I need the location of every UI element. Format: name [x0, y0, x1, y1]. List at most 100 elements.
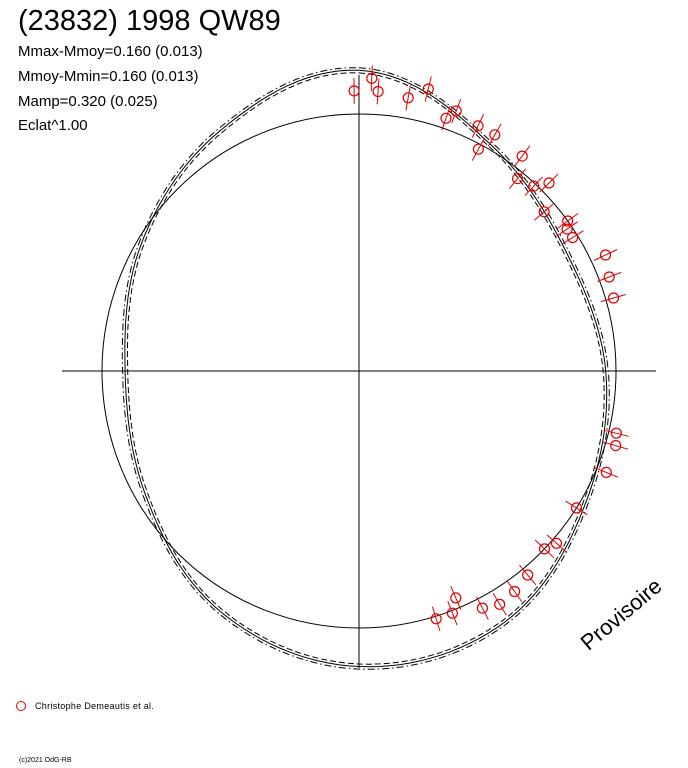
- observation-marker: [476, 602, 488, 614]
- observation-marker: [561, 223, 573, 235]
- observation-point: [597, 271, 622, 283]
- observation-error-bar: [492, 593, 507, 616]
- observation-point: [534, 539, 555, 559]
- observation-error-bar: [451, 98, 462, 124]
- observation-error-bar: [600, 294, 626, 303]
- observation-marker: [422, 83, 434, 95]
- observation-point: [565, 500, 588, 516]
- observation-error-bar: [405, 85, 411, 111]
- observation-point: [603, 427, 629, 439]
- observation-point: [524, 176, 543, 196]
- observation-marker: [538, 543, 551, 555]
- observation-marker: [607, 292, 620, 304]
- observation-error-bar: [561, 230, 584, 245]
- model-curve-dash-dot: [121, 67, 610, 670]
- observation-error-bar: [441, 105, 451, 131]
- observation-marker: [402, 92, 414, 104]
- observation-error-bar: [519, 564, 537, 586]
- observation-marker: [610, 427, 622, 439]
- observation-marker: [511, 173, 524, 185]
- observation-marker: [543, 177, 555, 189]
- legend-circle-icon: [16, 701, 26, 711]
- legend: Christophe Demeautis et al.: [16, 698, 154, 714]
- observation-point: [372, 78, 384, 105]
- observation-error-bar: [593, 249, 618, 261]
- observation-error-bar: [557, 213, 579, 229]
- observation-point: [603, 440, 629, 452]
- observation-error-bar: [556, 221, 578, 237]
- observation-error-bar: [594, 467, 619, 478]
- legend-label: Christophe Demeautis et al.: [35, 701, 155, 711]
- observation-error-bar: [424, 76, 432, 102]
- observation-error-bar: [487, 123, 502, 147]
- observation-marker: [446, 607, 458, 619]
- observation-error-bar: [431, 606, 441, 632]
- observation-point: [446, 601, 458, 626]
- observation-error-bar: [524, 176, 543, 196]
- observation-marker: [600, 466, 612, 478]
- observation-point: [450, 98, 462, 124]
- observation-point: [514, 145, 531, 167]
- observation-point: [557, 213, 579, 229]
- observation-marker: [450, 592, 462, 604]
- observation-marker: [508, 585, 521, 598]
- observation-point: [366, 65, 378, 92]
- observation-error-bar: [376, 78, 380, 105]
- observation-error-bar: [370, 65, 373, 92]
- observation-marker: [366, 72, 378, 84]
- observation-marker: [562, 215, 574, 227]
- observation-error-bar: [546, 534, 567, 553]
- observation-error-bar: [539, 173, 559, 193]
- observation-point: [450, 585, 462, 610]
- observation-error-bar: [509, 168, 527, 189]
- copyright: (c)2021 OdG-RB: [19, 757, 72, 764]
- observation-marker: [372, 85, 384, 98]
- observation-error-bar: [447, 601, 458, 626]
- observation-point: [546, 534, 567, 553]
- observation-point: [471, 114, 485, 138]
- observation-marker: [550, 537, 563, 549]
- observation-point: [492, 593, 507, 616]
- reference-circle: [101, 113, 617, 629]
- observation-marker: [603, 271, 615, 283]
- observation-marker: [440, 112, 452, 124]
- observation-marker: [522, 569, 534, 581]
- observation-point: [539, 173, 559, 193]
- observation-marker: [538, 206, 550, 218]
- observation-marker: [430, 613, 442, 625]
- observation-point: [348, 78, 360, 104]
- stat-mmoy-mmin: Mmoy-Mmin=0.160 (0.013): [18, 68, 199, 85]
- observation-error-bar: [603, 441, 629, 450]
- chart-title: (23832) 1998 QW89: [18, 5, 281, 37]
- observation-marker: [472, 143, 484, 155]
- observation-point: [509, 168, 527, 189]
- observation-point: [594, 466, 619, 478]
- observation-point: [534, 203, 555, 221]
- observation-point: [593, 249, 618, 261]
- observation-marker: [489, 129, 501, 141]
- observation-error-bar: [514, 145, 531, 167]
- model-curve-solid: [124, 69, 608, 668]
- observation-error-bar: [597, 271, 622, 282]
- observation-point: [561, 230, 584, 245]
- stat-mmax-mmoy: Mmax-Mmoy=0.160 (0.013): [18, 43, 203, 60]
- observation-point: [487, 123, 502, 147]
- observation-marker: [599, 249, 612, 261]
- observation-point: [519, 564, 537, 586]
- observation-point: [422, 76, 434, 102]
- observation-marker: [450, 105, 462, 117]
- observation-point: [506, 580, 523, 603]
- observation-point: [476, 596, 489, 620]
- observation-error-bar: [471, 114, 485, 138]
- observation-point: [471, 137, 485, 161]
- observation-error-bar: [476, 596, 489, 620]
- observation-marker: [516, 150, 528, 162]
- observation-marker: [566, 231, 579, 244]
- stat-mamp: Mamp=0.320 (0.025): [18, 93, 158, 110]
- observation-error-bar: [534, 203, 555, 221]
- observation-marker: [528, 180, 540, 192]
- observation-marker: [494, 598, 506, 610]
- stat-eclat: Eclat^1.00: [18, 117, 88, 134]
- observation-point: [600, 292, 626, 304]
